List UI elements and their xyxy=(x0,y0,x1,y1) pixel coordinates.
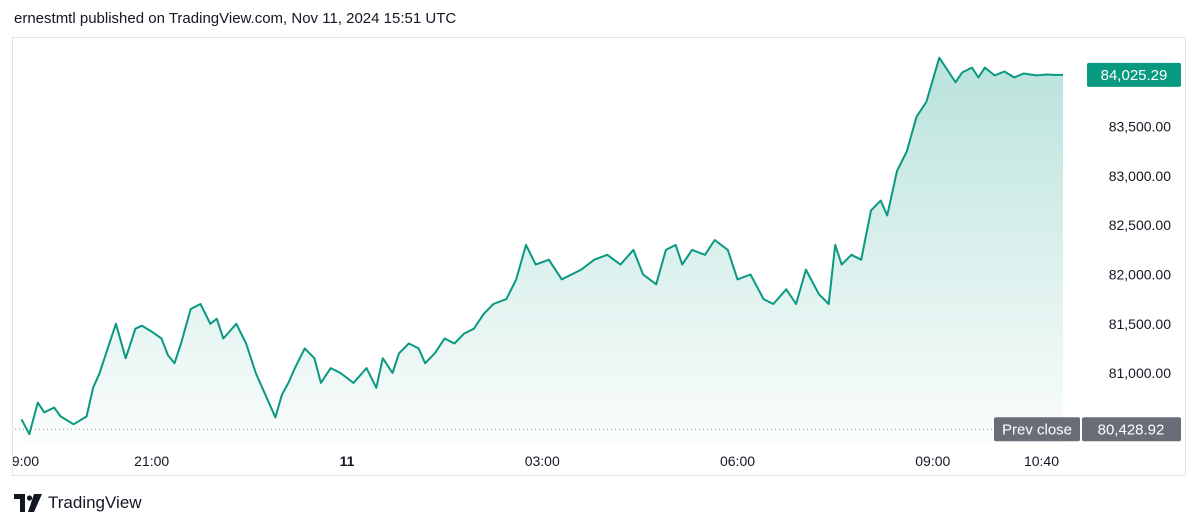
y-tick-label: 81,000.00 xyxy=(1109,365,1171,381)
prev-close-value: 80,428.92 xyxy=(1098,421,1165,438)
tradingview-brand[interactable]: TradingView xyxy=(48,493,142,512)
x-tick-label: 19:00 xyxy=(13,453,39,469)
x-tick-label: 09:00 xyxy=(915,453,950,469)
x-tick-label: 03:00 xyxy=(525,453,560,469)
y-tick-label: 81,500.00 xyxy=(1109,316,1171,332)
y-tick-label: 82,000.00 xyxy=(1109,266,1171,282)
prev-close-value-badge xyxy=(1082,417,1181,442)
current-price-badge xyxy=(1087,62,1181,87)
price-area-fill xyxy=(21,57,1063,442)
footer: TradingView xyxy=(14,492,142,514)
y-tick-label: 83,000.00 xyxy=(1109,168,1171,184)
current-price-label: 84,025.29 xyxy=(1101,67,1168,84)
price-line[interactable] xyxy=(20,56,1064,436)
price-chart[interactable]: 80,500.0081,000.0081,500.0082,000.0082,5… xyxy=(13,38,1187,477)
publish-info: ernestmtl published on TradingView.com, … xyxy=(14,10,457,27)
x-tick-label: 10:40 xyxy=(1024,453,1059,469)
y-tick-label: 82,500.00 xyxy=(1109,217,1171,233)
prev-close-badge xyxy=(994,417,1080,442)
y-tick-label: 83,500.00 xyxy=(1109,119,1171,135)
x-tick-label: 21:00 xyxy=(134,453,169,469)
x-tick-label: 11 xyxy=(340,453,355,469)
tradingview-logo-icon[interactable] xyxy=(14,494,42,512)
prev-close-label: Prev close xyxy=(1002,421,1072,438)
x-tick-label: 06:00 xyxy=(720,453,755,469)
chart-frame[interactable]: 80,500.0081,000.0081,500.0082,000.0082,5… xyxy=(12,37,1186,476)
